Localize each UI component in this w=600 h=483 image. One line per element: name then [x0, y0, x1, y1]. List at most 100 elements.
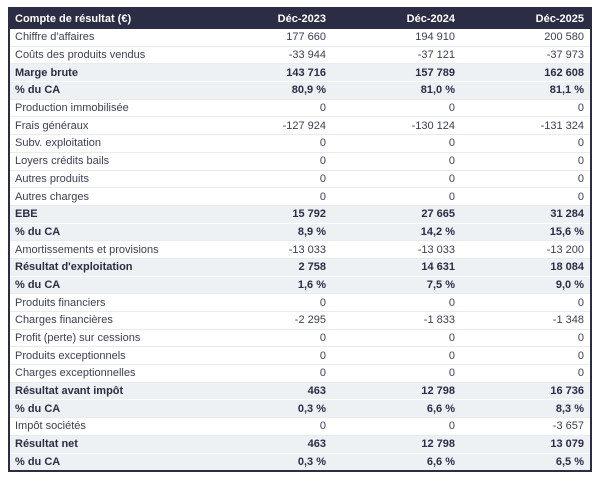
cell-value: 0: [203, 346, 332, 365]
table-row-subtotal: % du CA 0,3 % 6,6 % 8,3 %: [10, 399, 590, 418]
table-row-subtotal: % du CA 1,6 % 7,5 % 9,0 %: [10, 275, 590, 294]
table-row: Amortissements et provisions -13 033 -13 0…: [10, 240, 590, 258]
cell-value: 0: [203, 417, 332, 435]
row-label: Autres charges: [10, 187, 203, 205]
cell-value: 0: [332, 98, 461, 117]
cell-value: 81,0 %: [332, 81, 461, 99]
row-label: Résultat avant impôt: [10, 381, 203, 400]
table-header-row: Compte de résultat (€) Déc-2023 Déc-2024…: [10, 9, 590, 29]
table-row-subtotal: % du CA 8,9 % 14,2 % 15,6 %: [10, 222, 590, 241]
column-header-title: Compte de résultat (€): [10, 9, 203, 29]
table-body: Chiffre d'affaires 177 660 194 910 200 580 C…: [10, 29, 590, 471]
cell-value: 0: [203, 98, 332, 117]
cell-value: -13 033: [332, 240, 461, 258]
row-label: % du CA: [10, 275, 203, 294]
cell-value: 0: [203, 187, 332, 205]
column-header-dec-2023: Déc-2023: [203, 9, 332, 29]
cell-value: 12 798: [332, 434, 461, 453]
cell-value: -13 033: [203, 240, 332, 258]
cell-value: 0: [203, 134, 332, 152]
column-header-dec-2024: Déc-2024: [332, 9, 461, 29]
row-label: Charges exceptionnelles: [10, 364, 203, 382]
cell-value: 157 789: [332, 63, 461, 82]
table-row: Produits financiers 0 0 0: [10, 293, 590, 311]
cell-value: 80,9 %: [203, 81, 332, 99]
row-label: Résultat net: [10, 434, 203, 453]
cell-value: 2 758: [203, 257, 332, 276]
cell-value: 0: [332, 293, 461, 311]
cell-value: 6,6 %: [332, 399, 461, 418]
cell-value: 27 665: [332, 204, 461, 223]
cell-value: -1 348: [461, 311, 590, 329]
cell-value: -131 324: [461, 116, 590, 135]
row-label: % du CA: [10, 222, 203, 241]
row-label: Impôt sociétés: [10, 417, 203, 435]
cell-value: 0: [332, 417, 461, 435]
cell-value: 0: [203, 364, 332, 382]
cell-value: 14,2 %: [332, 222, 461, 241]
cell-value: 0: [461, 187, 590, 205]
row-label: Production immobilisée: [10, 98, 203, 117]
cell-value: 8,3 %: [461, 399, 590, 418]
row-label: % du CA: [10, 81, 203, 99]
table-row: Loyers crédits bails 0 0 0: [10, 151, 590, 170]
cell-value: 0: [461, 346, 590, 365]
cell-value: 0: [332, 169, 461, 188]
cell-value: 463: [203, 381, 332, 400]
row-label: % du CA: [10, 452, 203, 471]
cell-value: 0: [332, 151, 461, 170]
cell-value: 7,5 %: [332, 275, 461, 294]
cell-value: 0: [461, 134, 590, 152]
cell-value: 463: [203, 434, 332, 453]
table-row: Frais généraux -127 924 -130 124 -131 324: [10, 116, 590, 135]
row-label: Produits exceptionnels: [10, 346, 203, 365]
cell-value: -1 833: [332, 311, 461, 329]
table-row-subtotal: % du CA 80,9 % 81,0 % 81,1 %: [10, 81, 590, 99]
cell-value: 16 736: [461, 381, 590, 400]
cell-value: 81,1 %: [461, 81, 590, 99]
cell-value: -37 973: [461, 45, 590, 64]
row-label: Loyers crédits bails: [10, 151, 203, 170]
row-label: Profit (perte) sur cessions: [10, 328, 203, 347]
table-row: Autres produits 0 0 0: [10, 169, 590, 188]
table-row-subtotal: % du CA 0,3 % 6,6 % 6,5 %: [10, 452, 590, 471]
cell-value: -130 124: [332, 116, 461, 135]
cell-value: 8,9 %: [203, 222, 332, 241]
cell-value: -3 657: [461, 417, 590, 435]
cell-value: 0: [332, 187, 461, 205]
column-header-dec-2025: Déc-2025: [461, 9, 590, 29]
cell-value: 162 608: [461, 63, 590, 82]
row-label: Marge brute: [10, 63, 203, 82]
cell-value: 0: [203, 169, 332, 188]
table-row: Impôt sociétés 0 0 -3 657: [10, 417, 590, 435]
table-row: Subv. exploitation 0 0 0: [10, 134, 590, 152]
cell-value: 0: [461, 98, 590, 117]
cell-value: 18 084: [461, 257, 590, 276]
cell-value: -127 924: [203, 116, 332, 135]
row-label: Charges financières: [10, 311, 203, 329]
cell-value: 0: [332, 364, 461, 382]
table-row-subtotal: EBE 15 792 27 665 31 284: [10, 204, 590, 223]
cell-value: 12 798: [332, 381, 461, 400]
cell-value: 0: [203, 328, 332, 347]
table-row-subtotal: Résultat avant impôt 463 12 798 16 736: [10, 381, 590, 400]
cell-value: 9,0 %: [461, 275, 590, 294]
cell-value: 0: [203, 293, 332, 311]
table-row: Charges exceptionnelles 0 0 0: [10, 364, 590, 382]
cell-value: 200 580: [461, 29, 590, 46]
cell-value: 0: [461, 364, 590, 382]
table-row: Coûts des produits vendus -33 944 -37 121-…: [10, 45, 590, 64]
table-row-subtotal: Résultat net 463 12 798 13 079: [10, 434, 590, 453]
table-row: Charges financières -2 295 -1 833 -1 348: [10, 311, 590, 329]
row-label: Autres produits: [10, 169, 203, 188]
cell-value: 14 631: [332, 257, 461, 276]
cell-value: 0: [332, 328, 461, 347]
cell-value: 13 079: [461, 434, 590, 453]
table-row: Profit (perte) sur cessions 0 0 0: [10, 328, 590, 347]
table-row-subtotal: Résultat d'exploitation 2 758 14 631 18 084: [10, 257, 590, 276]
income-statement-table: Compte de résultat (€) Déc-2023 Déc-2024…: [8, 7, 592, 473]
cell-value: 0: [332, 134, 461, 152]
table-row: Production immobilisée 0 0 0: [10, 98, 590, 117]
row-label: Amortissements et provisions: [10, 240, 203, 258]
